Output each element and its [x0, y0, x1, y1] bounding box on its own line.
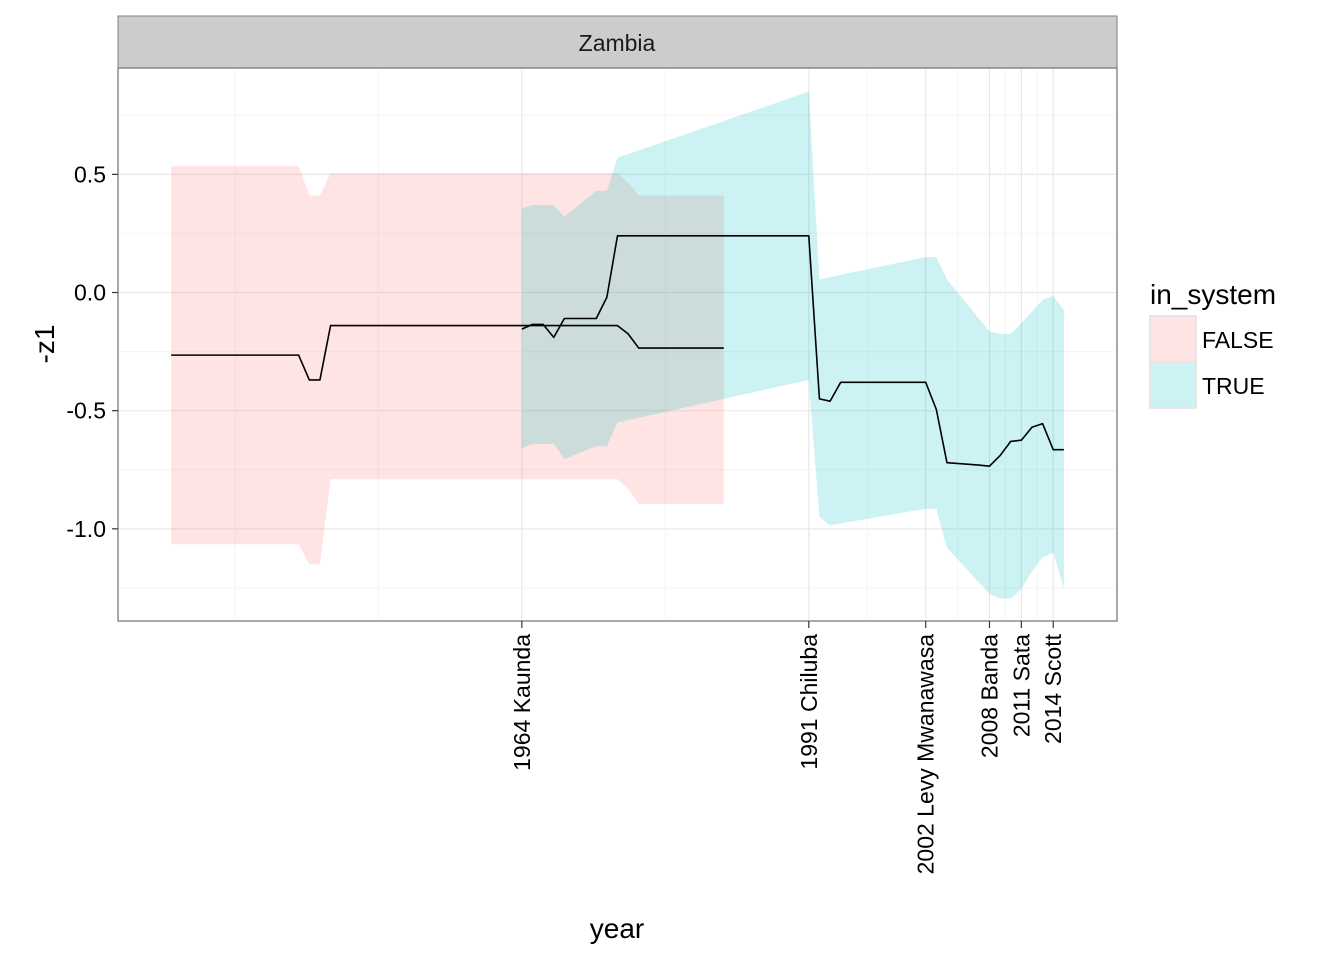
x-tick-label: 2008 Banda: [976, 634, 1002, 758]
ribbon-false: [171, 166, 724, 565]
x-axis: 1964 Kaunda 1991 Chiluba 2002 Levy Mwanawa…: [509, 621, 1066, 874]
legend-label-false: FALSE: [1202, 327, 1274, 353]
x-axis-title: year: [590, 913, 644, 944]
y-tick-label: 0.5: [74, 161, 106, 187]
facet-strip: [117, 15, 1118, 69]
legend-key-true: [1151, 363, 1195, 407]
x-tick-label: 1991 Chiluba: [796, 634, 822, 770]
ribbon-layer: [171, 91, 1064, 599]
plot-panel-border: [117, 67, 1118, 622]
y-tick-label: 0.0: [74, 280, 106, 306]
series-line-false: [171, 324, 724, 381]
x-tick-label: 2011 Sata: [1008, 634, 1034, 737]
y-axis-title: -z1: [29, 325, 60, 364]
series-line-true: [521, 234, 1064, 468]
legend-title: in_system: [1150, 279, 1276, 310]
y-tick-label: -1.0: [66, 516, 106, 542]
legend-key-bg: [1149, 315, 1197, 363]
legend-label-true: TRUE: [1202, 373, 1265, 399]
legend-entries: FALSE TRUE: [1149, 315, 1274, 409]
legend-key-false: [1151, 317, 1195, 361]
legend: in_system FALSE TRUE: [1149, 279, 1276, 409]
facet-strip-label: Zambia: [579, 30, 656, 56]
x-tick-label: 2002 Levy Mwanawasa: [913, 634, 939, 875]
ribbon-true: [521, 91, 1064, 599]
line-layer: [171, 234, 1064, 468]
legend-key-bg: [1149, 361, 1197, 409]
grid-layer: [118, 68, 1117, 621]
x-tick-label: 1964 Kaunda: [509, 634, 535, 771]
y-axis: 0.5 0.0 -0.5 -1.0: [66, 161, 118, 542]
x-tick-label: 2014 Scott: [1040, 633, 1066, 744]
y-tick-label: -0.5: [66, 398, 106, 424]
